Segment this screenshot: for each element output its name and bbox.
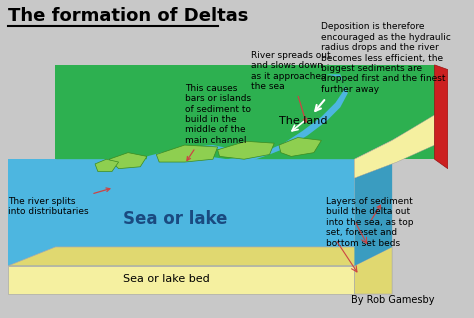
Text: River spreads out
and slows down
as it approaches
the sea: River spreads out and slows down as it a…: [251, 51, 330, 122]
Polygon shape: [218, 141, 274, 159]
Polygon shape: [8, 266, 355, 294]
Polygon shape: [435, 65, 448, 169]
Polygon shape: [8, 140, 392, 159]
Polygon shape: [279, 137, 321, 156]
Text: By Rob Gamesby: By Rob Gamesby: [351, 295, 435, 305]
Text: This causes
bars or islands
of sediment to
build in the
middle of the
main chann: This causes bars or islands of sediment …: [185, 84, 251, 161]
Polygon shape: [147, 153, 229, 162]
Polygon shape: [156, 145, 218, 162]
Text: Layers of sediment
build the delta out
into the sea, as top
set, foreset and
bot: Layers of sediment build the delta out i…: [326, 197, 414, 247]
Polygon shape: [355, 117, 435, 178]
Polygon shape: [8, 247, 392, 266]
Polygon shape: [225, 74, 348, 164]
Polygon shape: [355, 115, 435, 178]
Polygon shape: [95, 159, 118, 171]
Text: The formation of Deltas: The formation of Deltas: [8, 7, 249, 25]
Polygon shape: [55, 65, 435, 159]
Text: The river splits
into distributaries: The river splits into distributaries: [8, 188, 110, 216]
Polygon shape: [355, 247, 392, 294]
Text: The land: The land: [279, 116, 328, 127]
Polygon shape: [178, 145, 249, 159]
Text: Deposition is therefore
encouraged as the hydraulic
radius drops and the river
b: Deposition is therefore encouraged as th…: [321, 23, 451, 94]
Polygon shape: [8, 159, 355, 266]
Polygon shape: [109, 153, 147, 169]
Polygon shape: [55, 136, 392, 159]
Polygon shape: [355, 140, 392, 266]
Text: Sea or lake: Sea or lake: [123, 210, 228, 228]
Polygon shape: [106, 159, 232, 175]
Text: Sea or lake bed: Sea or lake bed: [123, 274, 210, 284]
